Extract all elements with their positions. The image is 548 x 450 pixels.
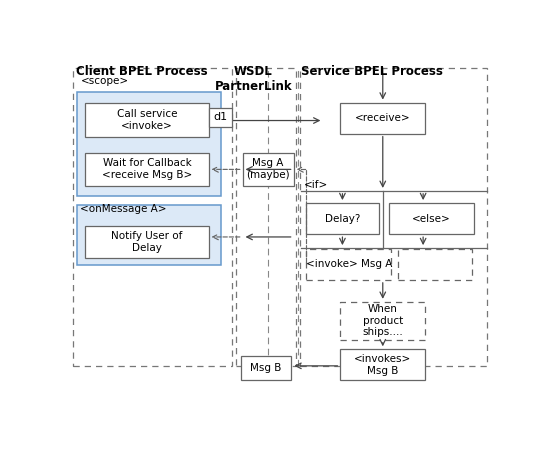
Text: <invokes>
Msg B: <invokes> Msg B	[354, 354, 412, 376]
Text: Call service
<invoke>: Call service <invoke>	[117, 109, 178, 130]
Bar	[306, 249, 391, 280]
Text: <scope>: <scope>	[81, 76, 129, 86]
Text: <invoke> Msg A: <invoke> Msg A	[306, 259, 392, 270]
Bar	[398, 249, 472, 280]
Bar	[340, 302, 425, 340]
Bar	[209, 108, 232, 127]
Bar	[340, 103, 425, 134]
Text: d1: d1	[213, 112, 227, 122]
Text: Wait for Callback
<receive Msg B>: Wait for Callback <receive Msg B>	[102, 158, 192, 180]
Text: Msg B: Msg B	[250, 363, 282, 374]
Bar	[85, 225, 209, 258]
Bar	[73, 68, 232, 366]
Text: <if>: <if>	[304, 180, 328, 190]
Text: <receive>: <receive>	[355, 113, 410, 123]
Bar	[77, 92, 221, 196]
Bar	[241, 356, 292, 380]
Text: Client BPEL Process: Client BPEL Process	[76, 65, 208, 78]
Bar	[306, 203, 379, 234]
Text: <else>: <else>	[412, 214, 451, 224]
Text: Delay?: Delay?	[325, 214, 360, 224]
Bar	[236, 68, 296, 366]
Bar	[389, 203, 474, 234]
Text: Msg A
(maybe): Msg A (maybe)	[246, 158, 290, 180]
Bar	[243, 153, 294, 186]
Bar	[340, 349, 425, 380]
Text: WSDL
PartnerLink: WSDL PartnerLink	[214, 65, 292, 93]
Bar	[77, 205, 221, 266]
Bar	[85, 153, 209, 186]
Bar	[85, 103, 209, 137]
Text: When
product
ships....: When product ships....	[362, 304, 403, 338]
Text: <onMessage A>: <onMessage A>	[81, 204, 167, 214]
Text: Service BPEL Process: Service BPEL Process	[301, 65, 443, 78]
Bar	[300, 68, 487, 366]
Text: Notify User of
Delay: Notify User of Delay	[111, 231, 182, 253]
